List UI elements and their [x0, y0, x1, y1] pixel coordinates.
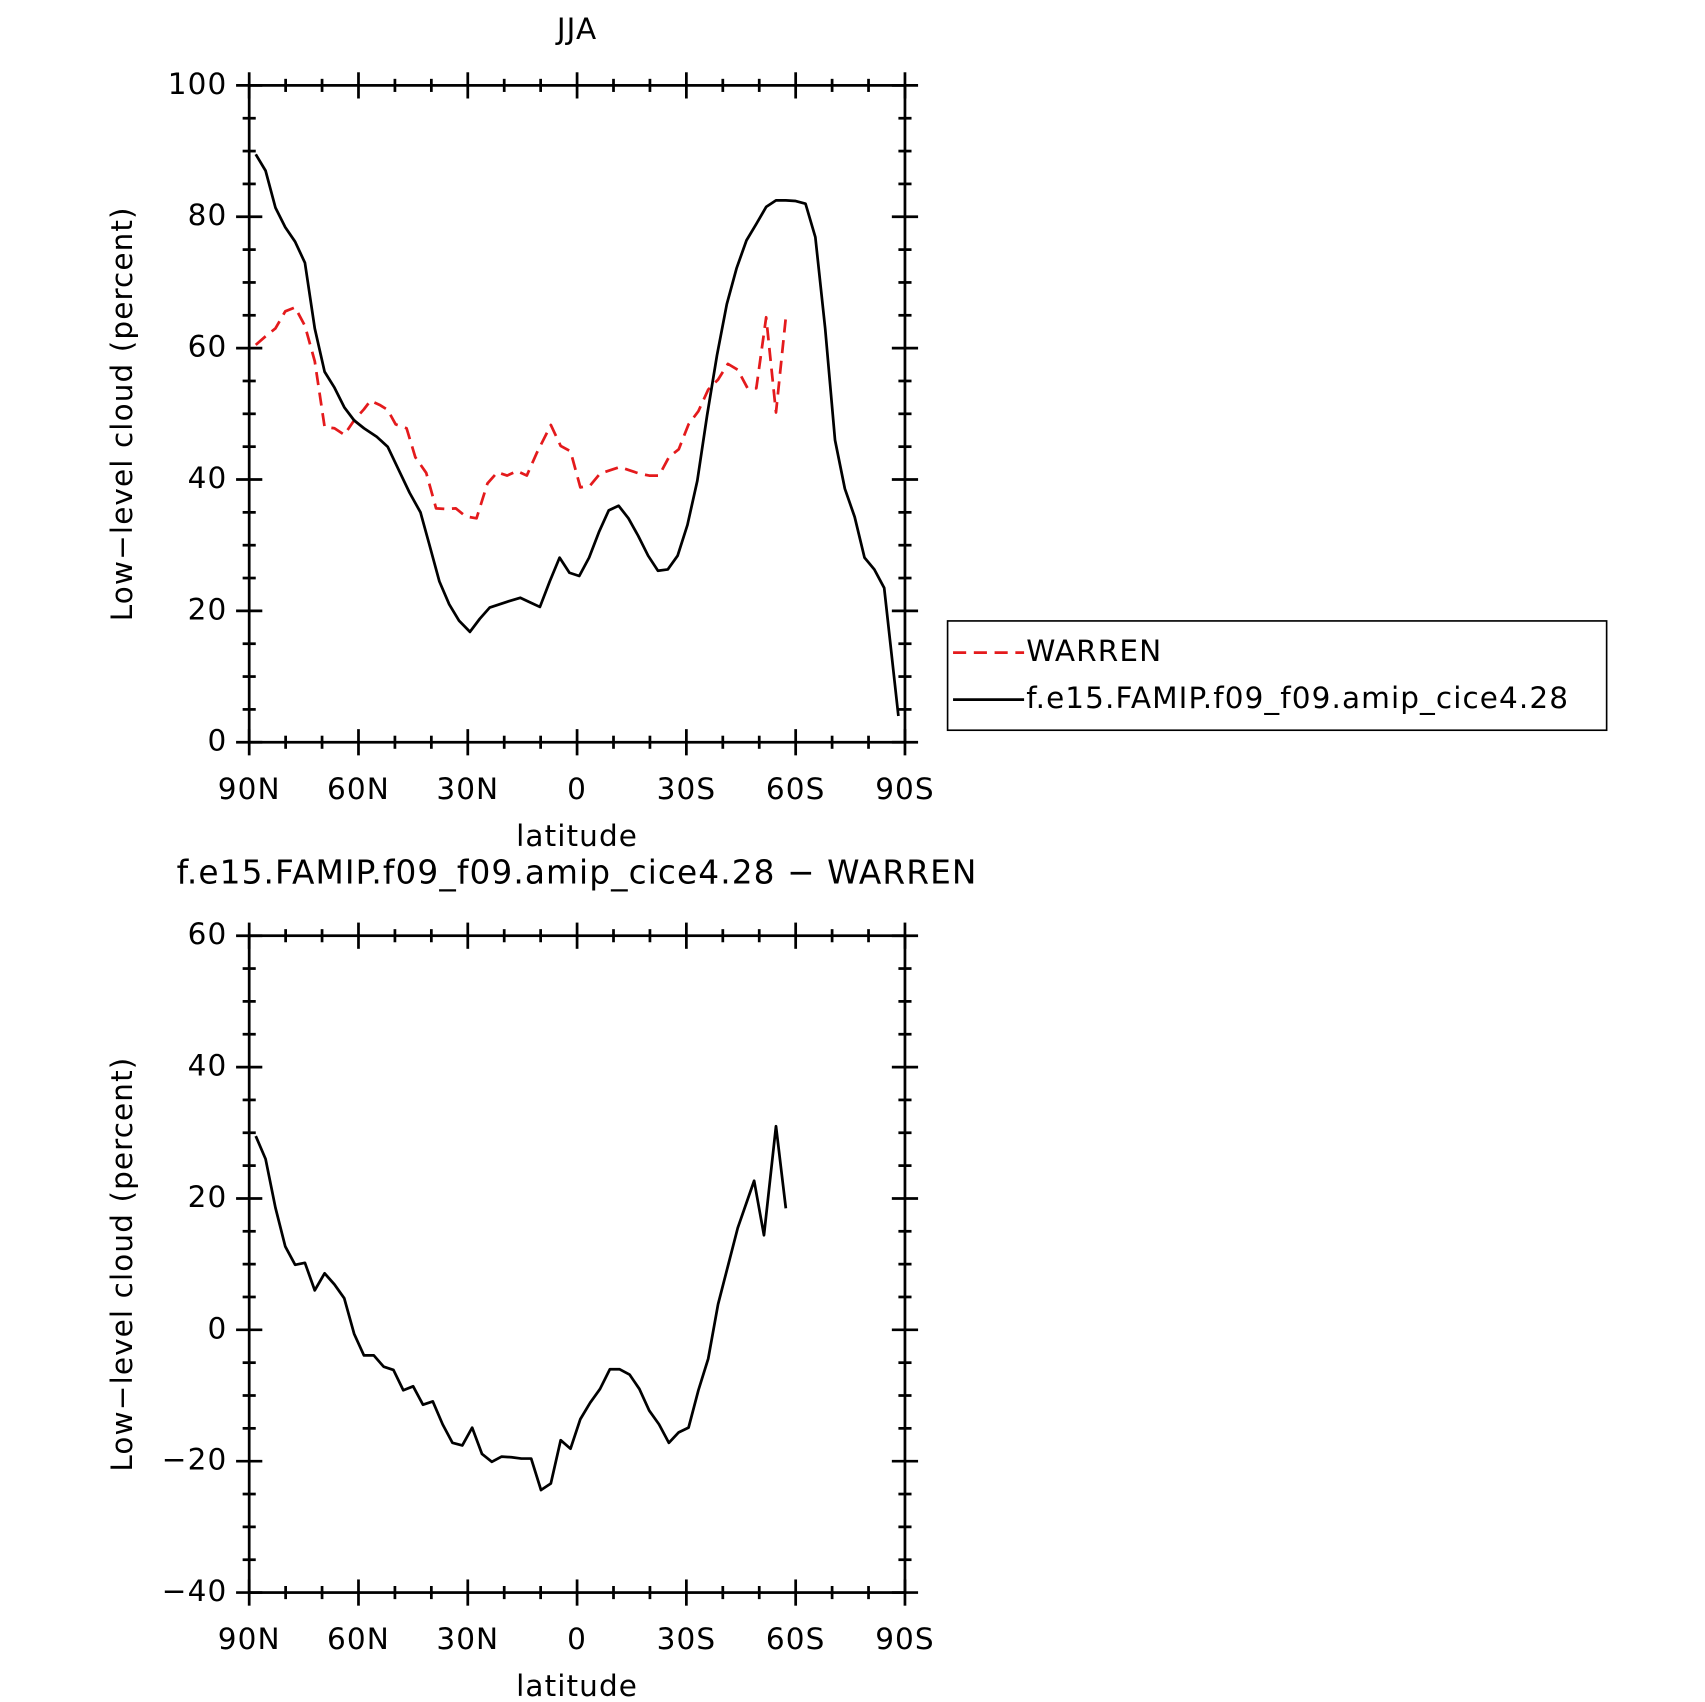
x-tick-label: 60S — [766, 772, 826, 806]
y-axis-label: Low−level cloud (percent) — [105, 206, 139, 621]
x-tick-label: 90N — [218, 1622, 281, 1656]
y-tick-label: 0 — [207, 724, 227, 758]
y-tick-label: −40 — [162, 1574, 228, 1608]
y-tick-label: −20 — [162, 1443, 228, 1477]
y-tick-label: 60 — [188, 917, 228, 951]
y-tick-label: 60 — [188, 330, 228, 364]
x-tick-label: 0 — [567, 1622, 587, 1656]
x-tick-label: 90S — [875, 1622, 935, 1656]
data-line — [254, 306, 788, 520]
x-tick-label: 60N — [327, 772, 390, 806]
y-tick-label: 40 — [188, 1049, 228, 1083]
legend-box — [946, 620, 1608, 732]
y-tick-label: 20 — [188, 1180, 228, 1214]
y-tick-label: 80 — [188, 198, 228, 232]
y-axis-label: Low−level cloud (percent) — [105, 1057, 139, 1472]
y-tick-label: 20 — [188, 592, 228, 626]
plot-frame — [247, 934, 907, 1594]
x-tick-label: 60N — [327, 1622, 390, 1656]
chart-title: f.e15.FAMIP.f09_f09.amip_cice4.28 − WARR… — [177, 853, 978, 891]
x-tick-label: 30N — [436, 1622, 499, 1656]
x-tick-label: 30S — [657, 772, 717, 806]
data-line — [254, 1124, 788, 1492]
y-tick-label: 40 — [188, 461, 228, 495]
x-tick-label: 0 — [567, 772, 587, 806]
x-tick-label: 60S — [766, 1622, 826, 1656]
x-tick-label: 30N — [436, 772, 499, 806]
x-tick-label: 30S — [657, 1622, 717, 1656]
y-tick-label: 100 — [168, 67, 228, 101]
data-line — [254, 153, 900, 717]
x-tick-label: 90S — [875, 772, 935, 806]
chart-title: JJA — [555, 12, 597, 46]
y-tick-label: 0 — [207, 1311, 227, 1345]
x-axis-label: latitude — [516, 1669, 638, 1702]
legend-label: f.e15.FAMIP.f09_f09.amip_cice4.28 — [1026, 681, 1569, 715]
x-tick-label: 90N — [218, 772, 281, 806]
x-axis-label: latitude — [516, 819, 638, 853]
legend-label: WARREN — [1026, 634, 1162, 668]
